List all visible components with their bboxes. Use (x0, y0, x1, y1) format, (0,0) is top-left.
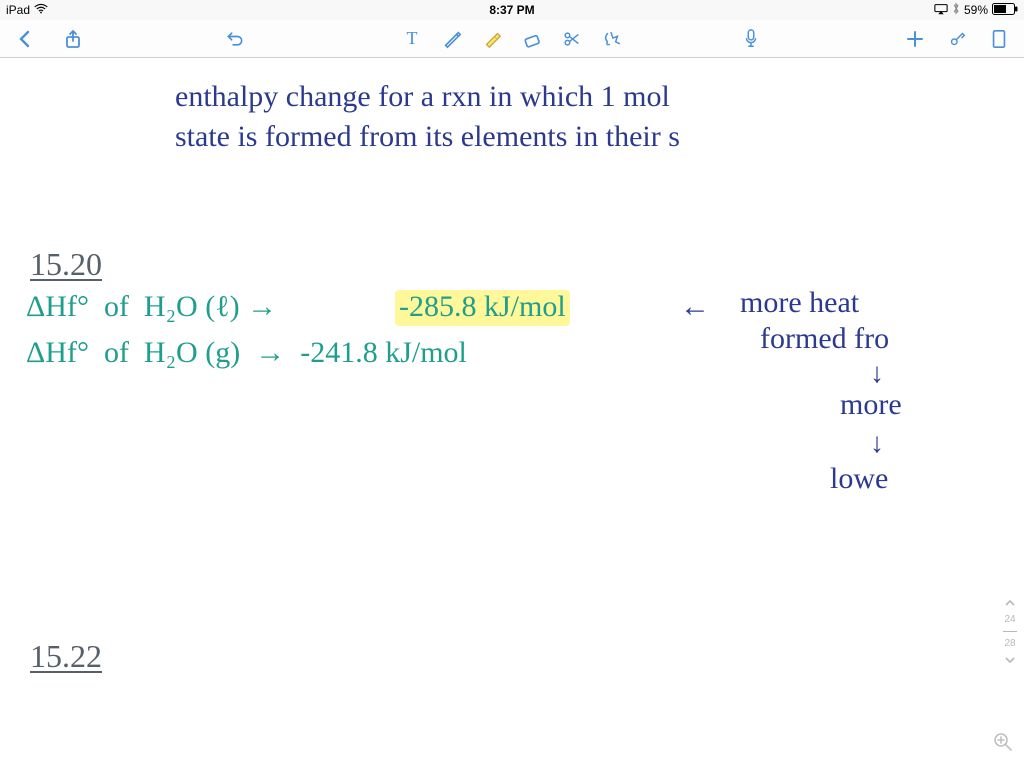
mic-button[interactable] (740, 28, 762, 50)
arrow-down-1-icon: ↓ (870, 358, 884, 390)
app-toolbar: T (0, 20, 1024, 58)
lasso-tool-button[interactable] (601, 28, 623, 50)
line2-formula: ΔHf° of H₂O (g) → -241.8 kJ/mol (26, 336, 467, 370)
line1-value-highlight: -285.8 kJ/mol (395, 290, 570, 326)
add-button[interactable] (904, 28, 926, 50)
section-1520: 15.20 (30, 246, 102, 283)
settings-button[interactable] (946, 28, 968, 50)
pen-tool-button[interactable] (441, 28, 463, 50)
note-line-top1: enthalpy change for a rxn in which 1 mol (175, 80, 670, 114)
line1-formula: ΔHf° of H₂O (ℓ) → (26, 290, 277, 324)
annotation-formed: formed fro (760, 322, 889, 356)
tool-palette: T (401, 28, 623, 50)
page-scrubber[interactable]: 24 28 (1000, 598, 1020, 665)
annotation-more: more (840, 388, 902, 422)
wifi-icon (34, 3, 48, 18)
section-1522: 15.22 (30, 638, 102, 675)
page-view-button[interactable] (988, 28, 1010, 50)
chevron-down-icon (1004, 655, 1016, 665)
page-total: 28 (1004, 638, 1015, 649)
status-bar: iPad 8:37 PM 59% (0, 0, 1024, 20)
share-button[interactable] (62, 28, 84, 50)
scissors-tool-button[interactable] (561, 28, 583, 50)
chevron-up-icon (1004, 598, 1016, 608)
device-label: iPad (6, 3, 30, 17)
eraser-tool-button[interactable] (521, 28, 543, 50)
undo-button[interactable] (224, 28, 246, 50)
note-line-top2: state is formed from its elements in the… (175, 120, 680, 154)
status-left: iPad (6, 3, 48, 18)
arrow-down-2-icon: ↓ (870, 428, 884, 460)
highlighter-tool-button[interactable] (481, 28, 503, 50)
note-canvas[interactable]: enthalpy change for a rxn in which 1 mol… (0, 58, 1024, 768)
page-current: 24 (1004, 614, 1015, 625)
text-tool-button[interactable]: T (401, 28, 423, 50)
annotation-lower: lowe (830, 462, 888, 496)
back-button[interactable] (14, 28, 36, 50)
annotation-more-heat: more heat (740, 286, 859, 320)
page-sep (1003, 631, 1017, 632)
bluetooth-icon (952, 2, 960, 18)
battery-icon (992, 3, 1018, 18)
status-right: 59% (934, 2, 1018, 18)
battery-pct: 59% (964, 3, 988, 17)
airplay-icon (934, 3, 948, 18)
arrow-left-icon: ← (680, 290, 710, 324)
zoom-button[interactable] (992, 731, 1014, 758)
status-time: 8:37 PM (489, 3, 534, 17)
